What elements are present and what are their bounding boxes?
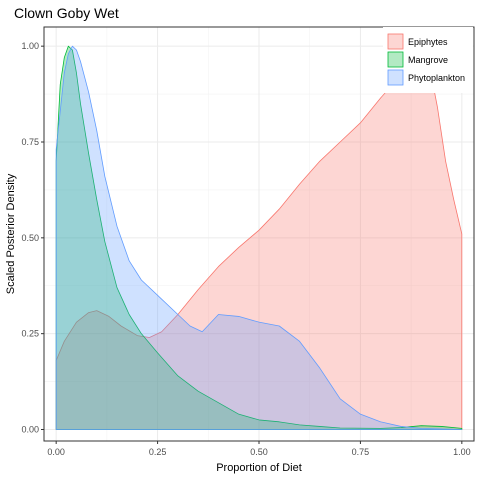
y-tick-label: 0.75 [21, 137, 39, 147]
y-tick-label: 0.00 [21, 425, 39, 435]
density-area-mangrove [55, 45, 463, 430]
legend-key-mangrove [387, 51, 404, 68]
legend: Epiphytes Mangrove Phytoplankton [383, 27, 473, 93]
legend-label-mangrove: Mangrove [408, 55, 448, 65]
legend-key-phytoplankton [387, 69, 404, 86]
y-tick-label: 0.50 [21, 233, 39, 243]
y-tick-label: 0.25 [21, 329, 39, 339]
x-axis: 0.00 0.25 0.50 0.75 1.00 [47, 441, 471, 457]
density-area-phytoplankton [55, 45, 463, 430]
legend-background [383, 27, 473, 93]
legend-key-epiphytes [387, 33, 404, 50]
y-axis: 0.00 0.25 0.50 0.75 1.00 [21, 41, 44, 435]
y-tick-label: 1.00 [21, 41, 39, 51]
x-axis-label: Proportion of Diet [216, 462, 302, 474]
x-tick-label: 0.00 [47, 447, 65, 457]
legend-label-epiphytes: Epiphytes [408, 37, 448, 47]
x-tick-label: 1.00 [453, 447, 471, 457]
x-tick-label: 0.75 [352, 447, 370, 457]
legend-label-phytoplankton: Phytoplankton [408, 73, 465, 83]
density-areas [43, 26, 475, 442]
x-tick-label: 0.25 [149, 447, 167, 457]
x-tick-label: 0.50 [250, 447, 268, 457]
chart-title: Clown Goby Wet [14, 5, 119, 21]
y-axis-label: Scaled Posterior Density [5, 173, 17, 294]
density-area-epiphytes [55, 53, 463, 430]
